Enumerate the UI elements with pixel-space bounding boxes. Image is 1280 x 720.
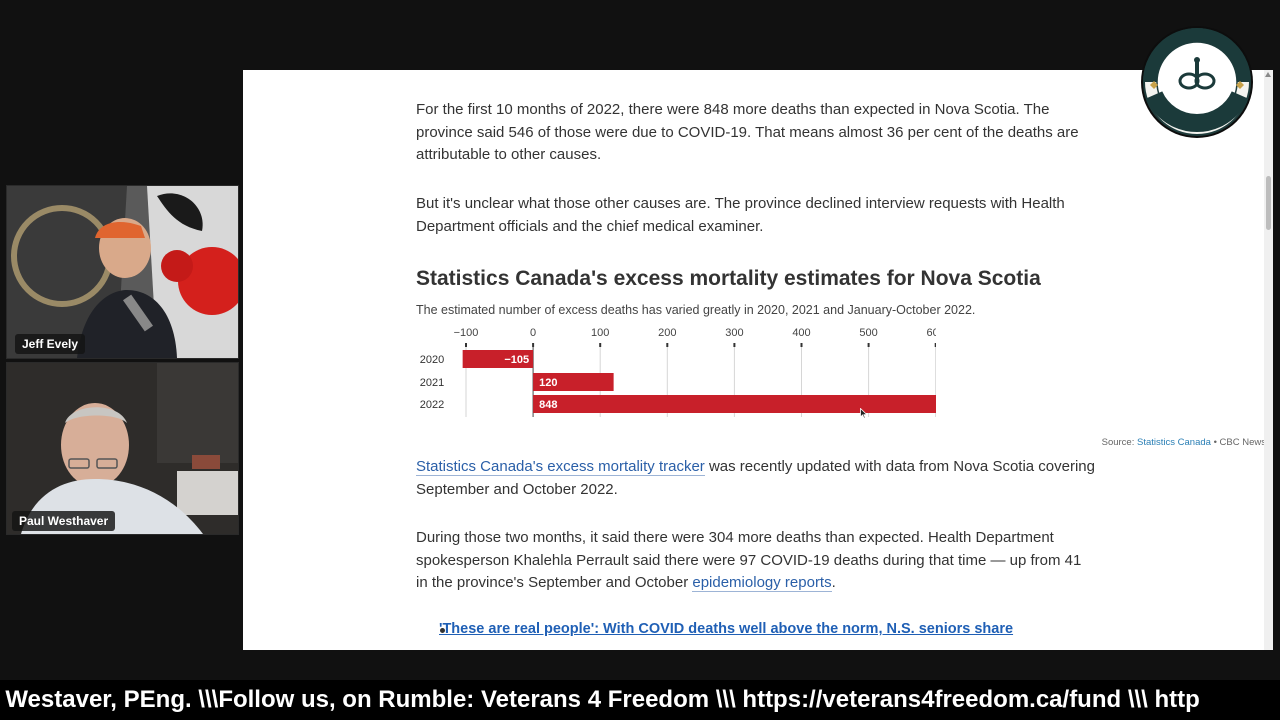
bullet-dot bbox=[440, 628, 445, 633]
article-paragraph-1: For the first 10 months of 2022, there w… bbox=[416, 101, 1079, 163]
chart-bar bbox=[533, 395, 936, 413]
article-scrollbar[interactable] bbox=[1264, 70, 1273, 650]
chart-data-label: 848 bbox=[539, 399, 557, 411]
tracker-text: was recently updated with data from Nova… bbox=[416, 458, 1095, 498]
ticker-text: l Westaver, PEng. \\\Follow us, on Rumbl… bbox=[0, 686, 1200, 713]
excess-mortality-chart: −1000100200300400500600700800 −105120848… bbox=[420, 327, 936, 417]
related-story-link[interactable]: 'These are real people': With COVID deat… bbox=[439, 621, 1014, 637]
excess-mortality-tracker-link[interactable]: Statistics Canada's excess mortality tra… bbox=[416, 458, 705, 476]
chart-x-tick-label: 500 bbox=[859, 327, 877, 339]
chart-data-label: −105 bbox=[504, 354, 529, 366]
chart-source-label: Source: bbox=[1101, 437, 1137, 448]
chart-x-tick-label: 200 bbox=[658, 327, 676, 339]
chart-data-label: 120 bbox=[539, 377, 557, 389]
chart-x-axis: −1000100200300400500600700800 bbox=[454, 327, 936, 347]
webcam-name-label: Jeff Evely bbox=[15, 334, 86, 354]
chart-subtitle: The estimated number of excess deaths ha… bbox=[416, 303, 976, 317]
chart-bars: −105 120 848 bbox=[462, 350, 936, 413]
webcam-tile-jeff: Jeff Evely bbox=[6, 185, 239, 359]
scroll-up-arrow-icon[interactable] bbox=[1265, 72, 1271, 77]
chart-source: Source: Statistics Canada • CBC News bbox=[976, 437, 1266, 448]
ticker-bar: l Westaver, PEng. \\\Follow us, on Rumbl… bbox=[0, 680, 1280, 720]
article-paragraph-3: Statistics Canada's excess mortality tra… bbox=[416, 456, 1096, 501]
webcam-name-label: Paul Westhaver bbox=[12, 511, 116, 531]
scrollbar-thumb[interactable] bbox=[1266, 176, 1271, 230]
chart-category-label: 2022 bbox=[420, 399, 444, 411]
para4-text: During those two months, it said there w… bbox=[416, 529, 1082, 591]
webcam-tile-paul: Paul Westhaver bbox=[6, 362, 239, 535]
chart-x-tick-label: 400 bbox=[792, 327, 810, 339]
chart-x-tick-label: 0 bbox=[530, 327, 536, 339]
chart-y-axis: 2020 2021 2022 bbox=[420, 354, 444, 411]
chart-x-tick-label: −100 bbox=[454, 327, 479, 339]
chart-bar bbox=[533, 373, 614, 391]
article-paragraph-4: During those two months, it said there w… bbox=[416, 527, 1096, 595]
chart-category-label: 2020 bbox=[420, 354, 444, 366]
webcam-video-jeff bbox=[7, 186, 238, 358]
radical-candour-logo bbox=[1141, 26, 1253, 138]
article-paragraph-2: But it's unclear what those other causes… bbox=[416, 195, 1065, 235]
chart-x-tick-label: 100 bbox=[591, 327, 609, 339]
chart-category-label: 2021 bbox=[420, 377, 444, 389]
chart-bar bbox=[462, 350, 534, 368]
epidemiology-reports-link[interactable]: epidemiology reports bbox=[692, 574, 832, 592]
chart-x-tick-label: 600 bbox=[927, 327, 936, 339]
article-panel: For the first 10 months of 2022, there w… bbox=[243, 70, 1273, 650]
chart-x-tick-label: 300 bbox=[725, 327, 743, 339]
chart-title: Statistics Canada's excess mortality est… bbox=[416, 267, 1041, 290]
webcam-video-paul bbox=[7, 363, 238, 534]
para4-end: . bbox=[831, 574, 836, 591]
chart-source-link[interactable]: Statistics Canada bbox=[1137, 437, 1211, 448]
chart-source-suffix: • CBC News bbox=[1210, 437, 1266, 448]
cursor-arrow-icon bbox=[860, 408, 868, 419]
